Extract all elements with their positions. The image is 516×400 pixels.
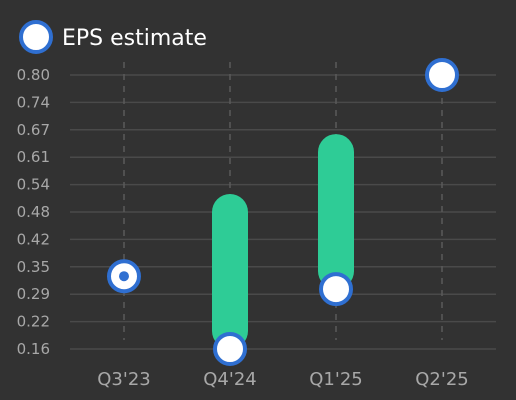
x-tick-label: Q2'25 (415, 369, 468, 390)
y-axis-ticks: 0.80 0.74 0.67 0.61 0.54 0.48 0.42 0.35 0.29 0.22… (17, 66, 50, 358)
x-tick-label: Q1'25 (309, 369, 362, 390)
y-tick-label: 0.54 (17, 176, 50, 194)
x-tick-label: Q4'24 (203, 369, 256, 390)
y-tick-label: 0.48 (17, 203, 50, 221)
y-tick-label: 0.67 (17, 121, 50, 139)
eps-marker-dot (119, 271, 129, 282)
eps-marker (213, 332, 247, 366)
y-tick-label: 0.42 (17, 230, 50, 248)
y-tick-label: 0.61 (17, 148, 50, 166)
y-tick-label: 0.22 (17, 313, 50, 331)
eps-marker (319, 272, 353, 307)
eps-marker (425, 58, 459, 92)
eps-markers (107, 58, 459, 366)
y-tick-label: 0.16 (17, 340, 50, 358)
grid-lines (70, 74, 496, 350)
y-tick-label: 0.35 (17, 258, 50, 276)
y-tick-label: 0.29 (17, 285, 50, 303)
x-tick-label: Q3'23 (97, 369, 150, 390)
y-tick-label: 0.80 (17, 66, 50, 84)
x-axis-ticks: Q3'23 Q4'24 Q1'25 Q2'25 (97, 369, 468, 390)
range-bar (212, 194, 248, 349)
range-bars (212, 134, 354, 349)
legend-label: EPS estimate (62, 26, 207, 51)
category-guides (123, 62, 443, 340)
circle-marker-icon (19, 20, 53, 54)
legend: EPS estimate (19, 20, 207, 54)
range-bar (318, 134, 354, 290)
y-tick-label: 0.74 (17, 93, 50, 111)
